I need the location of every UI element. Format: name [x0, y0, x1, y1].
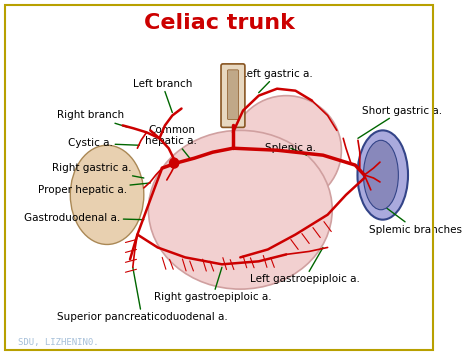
- Circle shape: [170, 158, 179, 168]
- Text: Splenic a.: Splenic a.: [265, 143, 316, 155]
- Text: Left gastric a.: Left gastric a.: [241, 69, 313, 93]
- Ellipse shape: [148, 130, 332, 289]
- Ellipse shape: [357, 130, 408, 220]
- Text: Right gastric a.: Right gastric a.: [52, 163, 144, 178]
- Text: Right branch: Right branch: [56, 110, 128, 127]
- Text: Common
hepatic a.: Common hepatic a.: [146, 125, 197, 158]
- Ellipse shape: [70, 145, 144, 245]
- Text: Left gastroepiploic a.: Left gastroepiploic a.: [250, 247, 360, 284]
- Text: Cystic a.: Cystic a.: [68, 138, 139, 148]
- Ellipse shape: [364, 140, 398, 210]
- Text: SDU, LIZHENIN0.: SDU, LIZHENIN0.: [18, 338, 99, 347]
- Text: Right gastroepiploic a.: Right gastroepiploic a.: [154, 267, 272, 302]
- Text: Celiac trunk: Celiac trunk: [144, 13, 295, 33]
- Text: Short gastric a.: Short gastric a.: [358, 105, 442, 138]
- Text: Splemic branches: Splemic branches: [369, 195, 462, 235]
- FancyBboxPatch shape: [221, 64, 245, 127]
- Text: Proper hepatic a.: Proper hepatic a.: [38, 183, 150, 195]
- FancyBboxPatch shape: [228, 70, 238, 120]
- Text: Gastroduodenal a.: Gastroduodenal a.: [24, 213, 144, 223]
- Text: Superior pancreaticoduodenal a.: Superior pancreaticoduodenal a.: [56, 267, 227, 322]
- Text: Left branch: Left branch: [133, 79, 192, 113]
- Ellipse shape: [231, 95, 341, 205]
